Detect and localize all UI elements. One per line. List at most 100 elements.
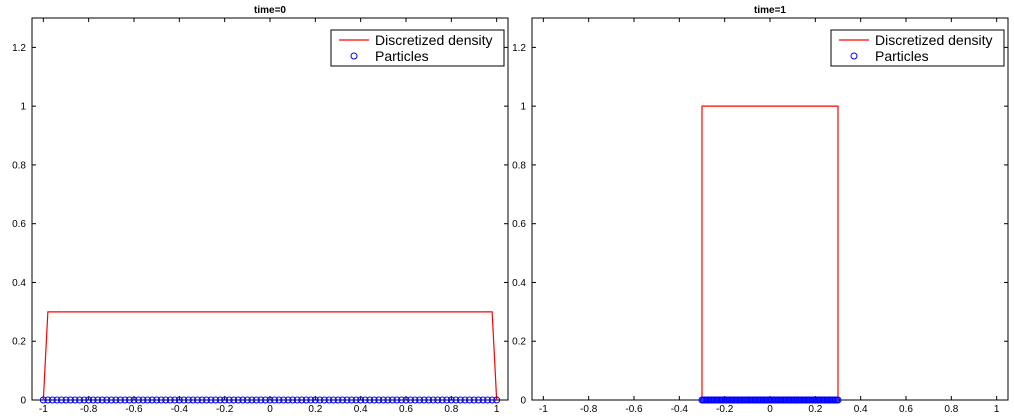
legend-marker-swatch <box>850 52 858 60</box>
particle-marker <box>438 396 446 404</box>
particle-marker <box>352 396 360 404</box>
y-tick-label: 0.8 <box>12 160 26 171</box>
particle-marker <box>307 396 315 404</box>
particle-marker <box>98 396 106 404</box>
x-tick-label: 1 <box>994 404 1000 415</box>
particle-marker <box>57 396 65 404</box>
axes-box <box>531 17 1009 401</box>
particle-marker <box>121 396 129 404</box>
y-tick-label: 0.2 <box>12 337 26 348</box>
particle-marker <box>234 396 242 404</box>
particle-marker <box>112 396 120 404</box>
particle-marker <box>139 396 147 404</box>
legend-box <box>330 29 505 67</box>
particle-marker <box>447 396 455 404</box>
x-tick-label: -1 <box>39 404 48 415</box>
particle-marker <box>193 396 201 404</box>
x-tick-label: 0 <box>267 404 273 415</box>
particle-marker <box>366 396 374 404</box>
particle-marker <box>62 396 70 404</box>
particle-marker <box>284 396 292 404</box>
x-tick-label: 0.4 <box>354 404 368 415</box>
x-tick-label: -0.2 <box>216 404 234 415</box>
particle-marker <box>48 396 56 404</box>
y-tick-label: 1.2 <box>12 43 26 54</box>
particle-marker <box>166 396 174 404</box>
legend-label: Discretized density <box>375 32 493 48</box>
particle-marker <box>420 396 428 404</box>
particle-marker <box>198 396 206 404</box>
x-tick-label: -0.6 <box>625 404 643 415</box>
particle-marker <box>203 396 211 404</box>
particle-marker <box>89 396 97 404</box>
particle-marker <box>443 396 451 404</box>
x-tick-label: 0 <box>767 404 773 415</box>
x-tick-label: 0.4 <box>854 404 868 415</box>
particle-marker <box>416 396 424 404</box>
particle-marker <box>125 396 133 404</box>
particle-marker <box>348 396 356 404</box>
particle-marker <box>157 396 165 404</box>
x-tick-label: -1 <box>539 404 548 415</box>
particle-marker <box>162 396 170 404</box>
legend-label: Particles <box>875 48 929 64</box>
x-tick-label: 0.2 <box>808 404 822 415</box>
particle-marker <box>384 396 392 404</box>
particle-marker <box>834 396 842 404</box>
particle-marker <box>302 396 310 404</box>
particle-marker <box>180 396 188 404</box>
legend-label: Discretized density <box>875 32 993 48</box>
particle-marker <box>184 396 192 404</box>
particle-marker <box>225 396 233 404</box>
particle-marker <box>135 396 143 404</box>
particle-marker <box>411 396 419 404</box>
particle-marker <box>207 396 215 404</box>
particle-marker <box>407 396 415 404</box>
particle-marker <box>325 396 333 404</box>
particle-marker <box>275 396 283 404</box>
chart-title: time=1 <box>754 5 786 16</box>
legend-label: Particles <box>375 48 429 64</box>
particle-marker <box>334 396 342 404</box>
chart-title: time=0 <box>254 5 286 16</box>
particle-marker <box>379 396 387 404</box>
legend-marker-swatch <box>350 52 358 60</box>
particle-marker <box>175 396 183 404</box>
y-tick-label: 0.4 <box>12 278 26 289</box>
x-tick-label: 0.8 <box>944 404 958 415</box>
particle-marker <box>465 396 473 404</box>
y-tick-label: 0.8 <box>512 160 526 171</box>
particle-marker <box>311 396 319 404</box>
particle-marker <box>434 396 442 404</box>
x-tick-label: -0.6 <box>125 404 143 415</box>
particle-marker <box>94 396 102 404</box>
x-tick-label: 0.6 <box>399 404 413 415</box>
particle-marker <box>293 396 301 404</box>
particle-marker <box>216 396 224 404</box>
particle-marker <box>130 396 138 404</box>
particle-marker <box>252 396 260 404</box>
y-tick-label: 0 <box>520 396 526 407</box>
x-tick-label: -0.4 <box>171 404 189 415</box>
particle-marker <box>370 396 378 404</box>
particle-marker <box>107 396 115 404</box>
particle-marker <box>212 396 220 404</box>
particle-marker <box>116 396 124 404</box>
particle-marker <box>493 396 501 404</box>
y-tick-label: 1 <box>520 102 526 113</box>
x-tick-label: 0.2 <box>308 404 322 415</box>
particle-marker <box>39 396 47 404</box>
particle-marker <box>44 396 52 404</box>
y-tick-label: 1.2 <box>512 43 526 54</box>
particle-marker <box>375 396 383 404</box>
axes-box <box>31 17 509 401</box>
y-tick-label: 0.4 <box>512 278 526 289</box>
particle-marker <box>429 396 437 404</box>
particle-marker <box>171 396 179 404</box>
particle-marker <box>230 396 238 404</box>
x-tick-label: 0.6 <box>899 404 913 415</box>
particle-marker <box>316 396 324 404</box>
particle-marker <box>153 396 161 404</box>
particle-marker <box>289 396 297 404</box>
particle-marker <box>402 396 410 404</box>
